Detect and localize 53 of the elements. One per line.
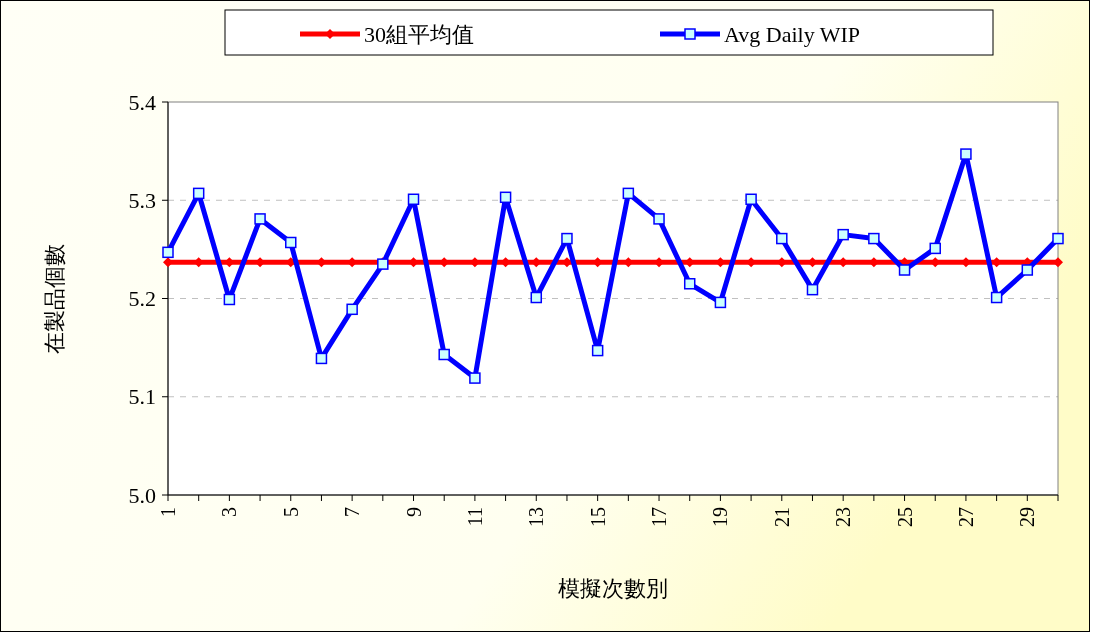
point bbox=[438, 348, 450, 361]
point bbox=[254, 213, 266, 225]
point bbox=[929, 242, 941, 255]
point bbox=[162, 246, 174, 259]
y-tick-label: 5.4 bbox=[128, 89, 156, 115]
point bbox=[315, 352, 328, 365]
x-tick-label: 5 bbox=[279, 507, 302, 517]
point bbox=[469, 372, 481, 384]
x-tick-label: 23 bbox=[832, 507, 855, 527]
point bbox=[837, 228, 849, 241]
point bbox=[285, 236, 297, 249]
point bbox=[745, 193, 757, 206]
point bbox=[683, 278, 696, 290]
x-tick-label: 13 bbox=[525, 507, 548, 527]
x-tick-label: 21 bbox=[770, 507, 793, 527]
x-tick-label: 3 bbox=[218, 507, 241, 517]
point bbox=[499, 191, 512, 204]
point bbox=[622, 187, 635, 200]
point bbox=[653, 213, 665, 225]
point bbox=[776, 232, 788, 245]
point bbox=[346, 303, 358, 316]
x-tick-label: 11 bbox=[463, 507, 486, 527]
point bbox=[530, 291, 543, 304]
point bbox=[223, 293, 236, 306]
x-tick-label: 15 bbox=[586, 507, 609, 527]
x-tick-label: 29 bbox=[1016, 507, 1039, 527]
x-tick-label: 25 bbox=[893, 507, 916, 527]
legend-label: 30組平均值 bbox=[364, 22, 474, 47]
x-tick-label: 1 bbox=[157, 507, 179, 517]
point bbox=[990, 291, 1003, 304]
y-tick-label: 5.2 bbox=[128, 286, 156, 312]
legend-label: Avg Daily WIP bbox=[724, 22, 861, 47]
point bbox=[407, 193, 420, 206]
point bbox=[960, 148, 972, 160]
y-tick-label: 5.1 bbox=[128, 384, 156, 410]
point bbox=[806, 283, 819, 296]
point bbox=[561, 232, 573, 245]
x-axis-title: 模擬次數別 bbox=[558, 576, 668, 601]
y-axis-title: 在製品個數 bbox=[42, 243, 67, 354]
x-tick-label: 9 bbox=[402, 507, 425, 517]
y-tick-label: 5.0 bbox=[128, 482, 156, 508]
x-tick-label: 7 bbox=[341, 507, 364, 517]
point bbox=[898, 264, 911, 276]
point bbox=[1021, 264, 1034, 276]
x-tick-label: 19 bbox=[709, 507, 732, 527]
point bbox=[1052, 232, 1064, 245]
x-tick-label: 27 bbox=[954, 507, 977, 527]
x-tick-label: 17 bbox=[648, 507, 671, 527]
point bbox=[868, 232, 880, 245]
point bbox=[714, 296, 727, 309]
point bbox=[591, 344, 604, 357]
y-tick-label: 5.3 bbox=[128, 187, 156, 213]
point bbox=[192, 187, 205, 200]
